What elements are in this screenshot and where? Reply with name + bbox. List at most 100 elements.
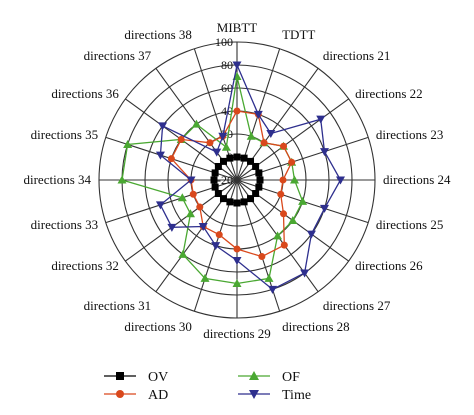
data-point (212, 148, 222, 157)
data-point (246, 131, 256, 140)
category-label: directions 36 (51, 86, 119, 101)
data-point (319, 204, 329, 213)
data-point (214, 190, 222, 198)
category-label: directions 25 (376, 217, 444, 232)
data-point (211, 242, 221, 251)
data-point (240, 198, 248, 206)
category-label: directions 26 (355, 258, 423, 273)
data-point (219, 157, 227, 165)
data-point (252, 190, 260, 198)
data-point (298, 196, 308, 205)
data-point (300, 269, 310, 278)
category-label: directions 37 (84, 48, 152, 63)
legend-label-ov: OV (148, 370, 168, 385)
tick-label: 60 (221, 81, 233, 95)
data-point (336, 176, 345, 185)
data-point (273, 231, 283, 240)
data-point (232, 61, 242, 70)
category-label: directions 34 (23, 172, 91, 187)
legend-item-time: Time (238, 388, 311, 403)
data-point (198, 223, 208, 232)
data-point (218, 132, 228, 141)
category-labels: MIBTT TDTT directions 21 directions 22 direc… (23, 20, 451, 341)
data-point (226, 198, 234, 206)
category-label: directions 28 (282, 319, 350, 334)
data-point (206, 139, 214, 147)
data-point (280, 210, 288, 218)
category-label: TDTT (282, 27, 315, 42)
data-point (167, 155, 175, 163)
data-point (279, 176, 287, 184)
tick-label: 80 (221, 58, 233, 72)
data-point (177, 135, 185, 143)
data-point (255, 183, 263, 191)
data-point (247, 157, 255, 165)
category-label: directions 33 (31, 217, 99, 232)
data-point (240, 154, 248, 162)
category-label: directions 22 (355, 86, 423, 101)
category-label: directions 27 (323, 298, 391, 313)
category-label: MIBTT (217, 20, 258, 35)
data-point (214, 162, 222, 170)
data-point (221, 142, 231, 151)
data-point (167, 223, 177, 232)
category-label: directions 24 (383, 172, 451, 187)
data-point (306, 230, 316, 239)
radar-grid (98, 41, 376, 319)
legend-label-time: Time (282, 388, 311, 403)
series-layer (117, 61, 345, 294)
category-label: directions 32 (51, 258, 119, 273)
data-point (256, 176, 264, 184)
legend-item-of: OF (238, 370, 300, 385)
data-point (319, 148, 329, 157)
legend-item-ad: AD (104, 388, 168, 403)
data-point (215, 231, 223, 239)
data-point (260, 139, 268, 147)
category-label: directions 23 (376, 127, 444, 142)
category-label: directions 30 (124, 319, 192, 334)
tick-label: 100 (215, 35, 233, 49)
data-point (288, 158, 296, 166)
category-label: directions 31 (84, 298, 152, 313)
data-point (233, 199, 241, 207)
data-point (233, 107, 241, 115)
data-point (226, 154, 234, 162)
data-point (211, 183, 219, 191)
category-label: directions 35 (31, 127, 99, 142)
legend-label-of: OF (282, 370, 300, 385)
data-point (196, 203, 204, 211)
data-point (288, 216, 298, 225)
data-point (191, 119, 201, 128)
data-point (232, 279, 242, 287)
data-point (264, 273, 274, 282)
series-time (155, 61, 345, 294)
category-label: directions 29 (203, 326, 271, 341)
data-point (117, 175, 127, 184)
data-point (219, 195, 227, 203)
data-point (268, 285, 278, 294)
data-point (189, 190, 197, 198)
data-point (280, 241, 288, 249)
data-point (186, 176, 196, 185)
data-point (158, 122, 168, 131)
data-point (185, 209, 195, 218)
data-point (200, 273, 210, 282)
tick-label: 40 (221, 104, 233, 118)
data-point (210, 176, 218, 184)
legend-item-ov: OV (104, 370, 168, 385)
data-point (155, 201, 165, 210)
data-point (177, 193, 187, 202)
data-point (233, 153, 241, 161)
data-point (178, 249, 188, 258)
data-point (266, 129, 276, 138)
category-label: directions 21 (323, 48, 391, 63)
series-ov (210, 153, 264, 207)
data-point (316, 115, 326, 124)
data-point (123, 139, 133, 148)
data-point (233, 245, 241, 253)
data-point (232, 257, 242, 265)
data-point (280, 142, 288, 150)
data-point (155, 151, 165, 160)
data-point (247, 195, 255, 203)
